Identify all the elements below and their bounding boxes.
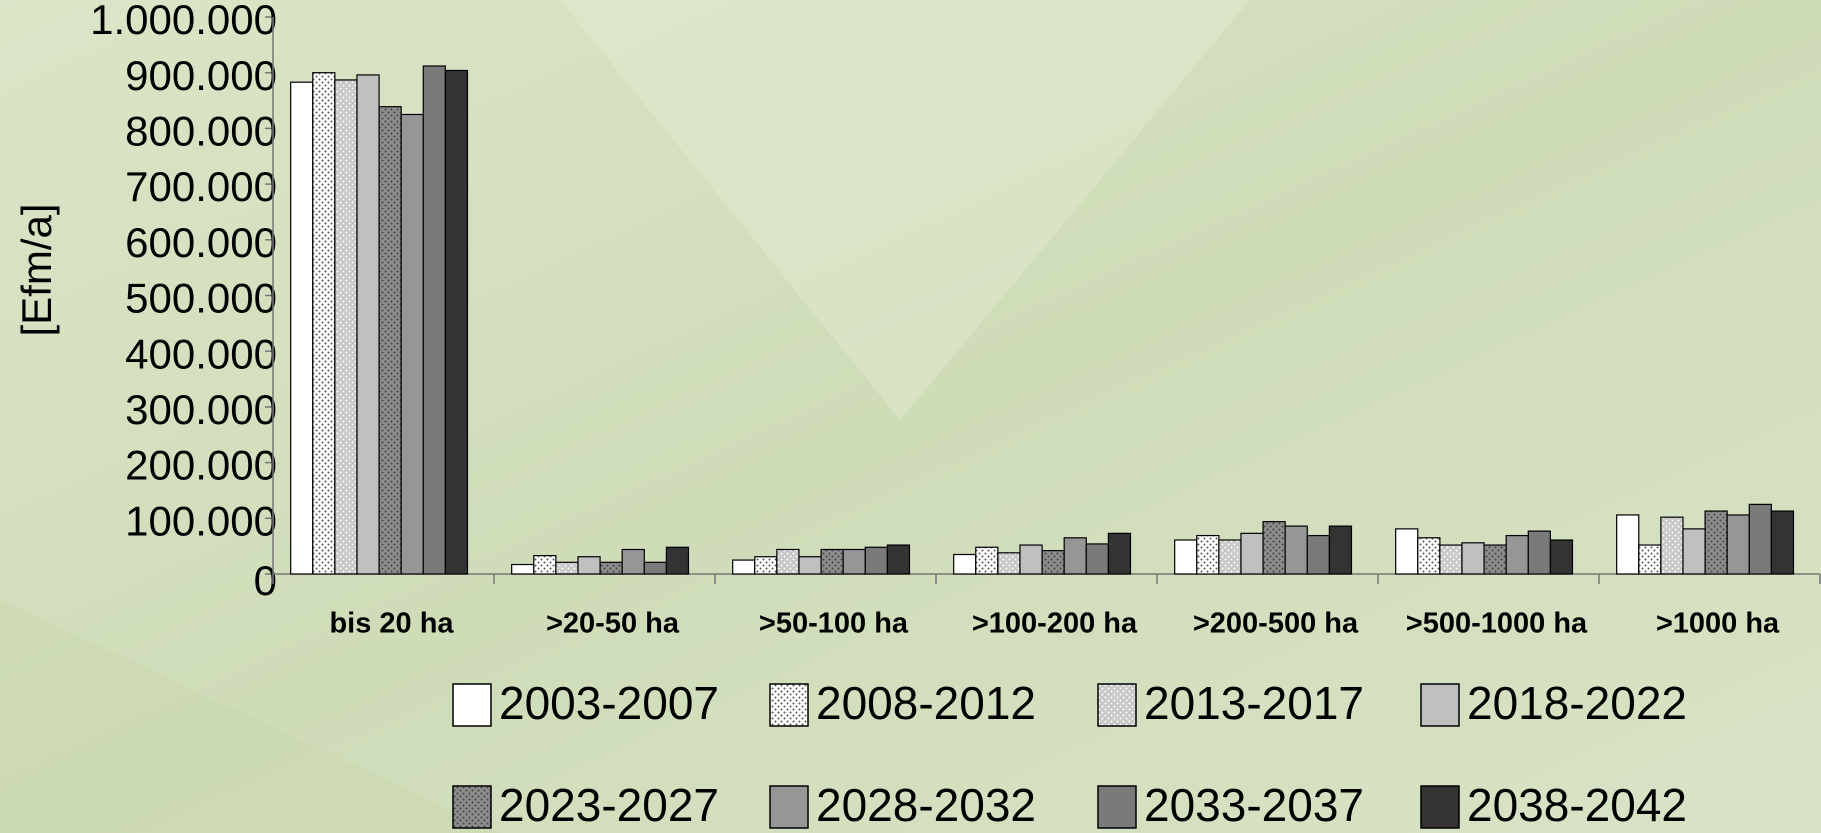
x-tick-label: >200-500 ha [1193,608,1359,640]
bar [820,548,844,575]
bar [356,74,380,575]
bar [665,546,690,575]
bar [577,556,601,575]
bar [1262,521,1286,575]
bar [1682,528,1706,575]
bar [1439,544,1463,575]
bar [1704,510,1728,575]
bar [1328,525,1353,575]
bar [400,113,424,575]
bar [1218,539,1242,575]
bar [1085,543,1109,575]
x-tick-label: >50-100 ha [759,608,909,640]
bar [599,561,623,575]
bar [643,561,667,575]
bar [1107,532,1132,575]
legend-label: 2018-2022 [1467,677,1687,729]
bar [1638,544,1662,575]
x-tick-label: >1000 ha [1656,608,1780,640]
y-tick-label: 1.000.000 [90,0,277,43]
legend-swatch [452,683,492,727]
bar [422,65,446,575]
bar [1306,534,1330,575]
bar [754,556,778,575]
bar [776,548,800,575]
bar [1660,516,1684,575]
y-tick-label: 700.000 [125,163,277,210]
legend-swatch [452,785,492,829]
legend-swatch [769,683,809,727]
legend-swatch [1097,785,1137,829]
legend-swatch [1420,785,1460,829]
bar [444,69,469,575]
x-tick-label: >20-50 ha [546,608,680,640]
y-axis-label: [Efm/a] [13,203,60,336]
bar [1417,537,1441,575]
bar [1461,542,1485,575]
y-tick-label: 800.000 [125,107,277,154]
legend-label: 2003-2007 [499,677,719,729]
bar [975,546,999,575]
bar [997,552,1021,575]
bar [1616,514,1640,575]
bar [886,544,911,575]
bar [1505,534,1529,575]
bar [334,79,358,575]
bar [312,72,336,575]
x-tick-label: >500-1000 ha [1406,608,1588,640]
bar [1284,525,1308,575]
bar [290,81,314,575]
legend-label: 2033-2037 [1144,779,1364,831]
legend-label: 2013-2017 [1144,677,1364,729]
y-tick-label: 100.000 [125,497,277,544]
y-tick-label: 400.000 [125,330,277,377]
bar [1196,534,1220,575]
bar [953,553,977,575]
bar [798,556,822,575]
bar [533,555,557,575]
bar [1770,510,1795,575]
legend-swatch [1420,683,1460,727]
bar [555,561,579,575]
bar [621,548,645,575]
bar [1019,544,1043,575]
legend-swatch [769,785,809,829]
bar [511,563,535,575]
bar [842,548,866,575]
legend-swatch [1097,683,1137,727]
leaf-texture [0,600,500,833]
bar [732,559,756,575]
y-tick-label: 900.000 [125,52,277,99]
bar [378,106,402,575]
bar [1395,528,1419,575]
bar [1483,544,1507,575]
leaf-texture [560,0,1250,420]
legend-label: 2038-2042 [1467,779,1687,831]
bar [864,546,888,575]
legend-label: 2008-2012 [816,677,1036,729]
bar [1063,537,1087,575]
bar [1174,539,1198,575]
bar [1240,532,1264,575]
legend-label: 2023-2027 [499,779,719,831]
bar [1527,530,1551,575]
y-tick-label: 0 [254,557,277,604]
y-tick-label: 200.000 [125,442,277,489]
bar [1748,503,1772,575]
y-tick-label: 600.000 [125,219,277,266]
y-tick-label: 300.000 [125,386,277,433]
legend-label: 2028-2032 [816,779,1036,831]
bar [1726,514,1750,575]
bar [1549,539,1574,575]
x-tick-label: >100-200 ha [972,608,1138,640]
bar [1041,550,1065,575]
y-tick-label: 500.000 [125,275,277,322]
x-tick-label: bis 20 ha [329,608,454,640]
